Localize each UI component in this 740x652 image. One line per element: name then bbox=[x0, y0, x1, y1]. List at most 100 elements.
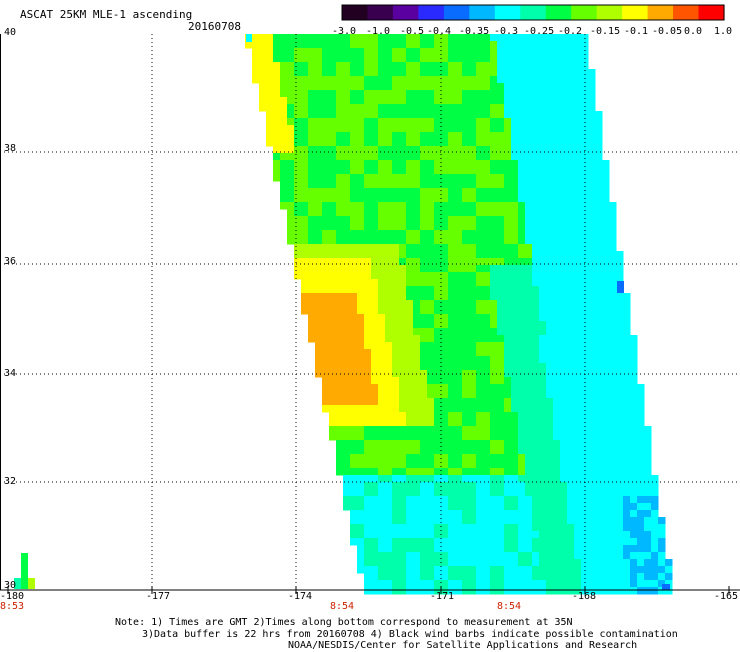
swath-cell bbox=[469, 475, 477, 483]
swath-cell bbox=[518, 160, 526, 168]
swath-cell bbox=[490, 153, 498, 161]
swath-cell bbox=[476, 181, 484, 189]
swath-cell bbox=[504, 426, 512, 434]
swath-cell bbox=[434, 503, 442, 511]
swath-cell bbox=[350, 328, 358, 336]
swath-cell bbox=[406, 90, 414, 98]
swath-cell bbox=[420, 307, 428, 315]
swath-cell bbox=[413, 349, 421, 357]
swath-cell bbox=[413, 216, 421, 224]
swath-cell bbox=[511, 314, 519, 322]
swath-cell bbox=[602, 195, 610, 203]
swath-cell bbox=[315, 370, 323, 378]
swath-cell bbox=[455, 153, 463, 161]
swath-cell bbox=[504, 510, 512, 518]
swath-cell bbox=[406, 293, 414, 301]
swath-cell bbox=[455, 545, 463, 553]
swath-cell bbox=[476, 111, 484, 119]
swath-cell bbox=[595, 251, 603, 259]
swath-cell bbox=[350, 174, 358, 182]
swath-cell bbox=[504, 62, 512, 70]
swath-cell bbox=[322, 328, 330, 336]
swath-cell bbox=[301, 160, 309, 168]
swath-cell bbox=[308, 153, 316, 161]
swath-cell bbox=[336, 83, 344, 91]
swath-cell bbox=[427, 356, 435, 364]
swath-cell bbox=[392, 307, 400, 315]
swath-cell bbox=[525, 69, 533, 77]
colorbar-segment bbox=[443, 5, 470, 20]
swath-cell bbox=[504, 475, 512, 483]
swath-cell bbox=[301, 258, 309, 266]
swath-cell bbox=[252, 48, 260, 56]
swath-cell bbox=[350, 111, 358, 119]
swath-cell bbox=[301, 139, 309, 147]
swath-cell bbox=[266, 132, 274, 140]
swath-cell bbox=[623, 489, 631, 497]
swath-cell bbox=[574, 489, 582, 497]
swath-cell bbox=[357, 433, 365, 441]
swath-cell bbox=[581, 314, 589, 322]
swath-cell bbox=[623, 342, 631, 350]
swath-cell bbox=[553, 433, 561, 441]
swath-cell bbox=[392, 384, 400, 392]
swath-cell bbox=[294, 55, 302, 63]
swath-cell bbox=[350, 125, 358, 133]
swath-cell bbox=[364, 566, 372, 574]
swath-cell bbox=[546, 237, 554, 245]
swath-cell bbox=[644, 454, 652, 462]
swath-cell bbox=[378, 461, 386, 469]
swath-cell bbox=[546, 328, 554, 336]
swath-cell bbox=[371, 181, 379, 189]
swath-cell bbox=[504, 258, 512, 266]
swath-cell bbox=[371, 34, 379, 42]
swath-cell bbox=[399, 216, 407, 224]
swath-cell bbox=[371, 356, 379, 364]
swath-cell bbox=[539, 146, 547, 154]
colorbar-label: 0.0 bbox=[684, 26, 703, 37]
swath-cell bbox=[294, 62, 302, 70]
swath-cell bbox=[294, 41, 302, 49]
swath-cell bbox=[567, 538, 575, 546]
swath-cell bbox=[357, 454, 365, 462]
swath-cell bbox=[455, 139, 463, 147]
swath-cell bbox=[385, 174, 393, 182]
swath-cell bbox=[448, 76, 456, 84]
swath-cell bbox=[469, 41, 477, 49]
swath-cell bbox=[448, 181, 456, 189]
swath-cell bbox=[294, 272, 302, 280]
swath-cell bbox=[623, 321, 631, 329]
swath-cell bbox=[378, 181, 386, 189]
swath-cell bbox=[588, 272, 596, 280]
swath-cell bbox=[581, 566, 589, 574]
swath-cell bbox=[448, 237, 456, 245]
swath-cell bbox=[553, 510, 561, 518]
swath-cell bbox=[392, 111, 400, 119]
swath-cell bbox=[413, 293, 421, 301]
swath-cell bbox=[595, 531, 603, 539]
swath-cell bbox=[476, 321, 484, 329]
swath-cell bbox=[371, 538, 379, 546]
swath-cell bbox=[483, 258, 491, 266]
swath-cell bbox=[329, 62, 337, 70]
swath-cell bbox=[336, 377, 344, 385]
swath-cell bbox=[252, 41, 260, 49]
swath-cell bbox=[560, 552, 568, 560]
swath-cell bbox=[567, 286, 575, 294]
swath-cell bbox=[378, 517, 386, 525]
swath-cell bbox=[476, 426, 484, 434]
swath-cell bbox=[469, 566, 477, 574]
swath-cell bbox=[427, 181, 435, 189]
swath-cell bbox=[483, 146, 491, 154]
swath-cell bbox=[329, 125, 337, 133]
swath-cell bbox=[651, 510, 659, 518]
swath-cell bbox=[385, 412, 393, 420]
swath-cell bbox=[539, 552, 547, 560]
swath-cell bbox=[434, 391, 442, 399]
swath-cell bbox=[392, 209, 400, 217]
swath-cell bbox=[343, 223, 351, 231]
swath-cell bbox=[413, 482, 421, 490]
swath-cell bbox=[336, 62, 344, 70]
swath-cell bbox=[441, 55, 449, 63]
swath-cell bbox=[560, 139, 568, 147]
